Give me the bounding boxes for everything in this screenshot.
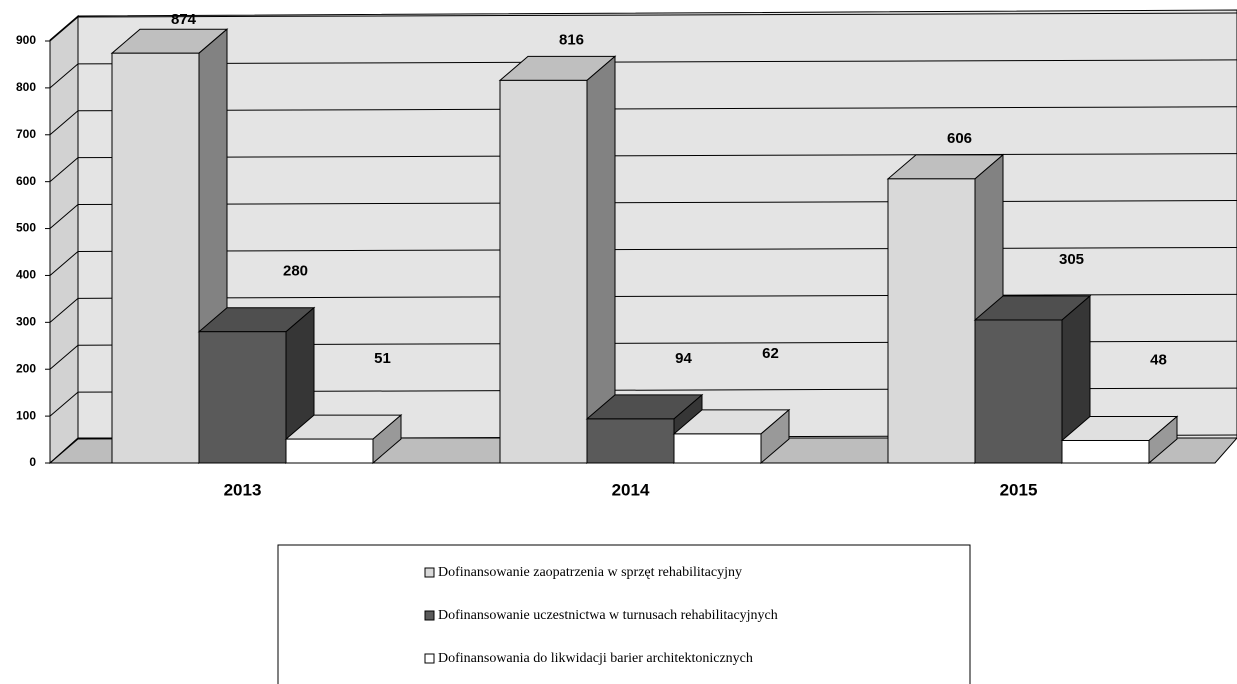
x-tick-label: 2015 bbox=[1000, 480, 1038, 499]
y-tick-label: 900 bbox=[16, 33, 36, 47]
legend-label: Dofinansowanie uczestnictwa w turnusach … bbox=[438, 608, 778, 623]
data-label: 874 bbox=[171, 11, 197, 28]
y-tick-label: 600 bbox=[16, 174, 36, 188]
legend-swatch bbox=[424, 567, 435, 578]
bar bbox=[673, 433, 762, 464]
grid-line bbox=[49, 391, 79, 417]
bar bbox=[1061, 439, 1150, 464]
data-label: 606 bbox=[947, 130, 972, 147]
data-label: 816 bbox=[559, 31, 584, 48]
grid-line bbox=[77, 153, 1237, 159]
data-label: 51 bbox=[374, 350, 391, 367]
bar bbox=[111, 52, 200, 464]
grid-line bbox=[49, 204, 79, 229]
legend-label: Dofinansowanie zaopatrzenia w sprzęt reh… bbox=[438, 565, 742, 580]
bar bbox=[499, 79, 588, 464]
grid-line bbox=[49, 110, 79, 136]
data-label: 305 bbox=[1059, 251, 1084, 268]
grid-line bbox=[77, 59, 1237, 65]
legend-swatch bbox=[424, 610, 435, 621]
grid-line bbox=[49, 438, 79, 464]
legend-box bbox=[277, 544, 971, 684]
grid-line bbox=[49, 157, 79, 183]
grid-line bbox=[49, 16, 79, 42]
legend-swatch bbox=[424, 653, 435, 664]
bar bbox=[198, 331, 287, 464]
y-tick-label: 200 bbox=[16, 361, 36, 375]
bar bbox=[586, 418, 675, 464]
grid-line bbox=[77, 246, 1237, 252]
grid-line bbox=[49, 344, 79, 370]
grid-line bbox=[49, 63, 79, 89]
grid-line bbox=[77, 12, 1237, 18]
grid-line bbox=[49, 251, 79, 276]
data-label: 280 bbox=[283, 263, 308, 280]
grid-line bbox=[77, 200, 1237, 206]
legend-label: Dofinansowania do likwidacji barier arch… bbox=[438, 651, 753, 666]
data-label: 94 bbox=[675, 350, 692, 367]
data-label: 62 bbox=[762, 345, 779, 362]
grid-line bbox=[77, 106, 1237, 112]
y-tick-label: 700 bbox=[16, 127, 36, 141]
x-tick-label: 2014 bbox=[612, 480, 650, 499]
grid-line bbox=[49, 297, 79, 323]
bar bbox=[285, 438, 374, 464]
y-tick-label: 800 bbox=[16, 80, 36, 94]
y-tick-label: 100 bbox=[16, 408, 36, 422]
y-tick-label: 500 bbox=[16, 221, 36, 235]
x-tick-label: 2013 bbox=[224, 480, 262, 499]
bar bbox=[887, 178, 976, 464]
data-label: 48 bbox=[1150, 351, 1167, 368]
y-tick-label: 0 bbox=[29, 455, 36, 469]
y-tick-label: 400 bbox=[16, 268, 36, 282]
y-tick-label: 300 bbox=[16, 315, 36, 329]
grid-line bbox=[77, 293, 1237, 299]
bar bbox=[974, 319, 1063, 464]
